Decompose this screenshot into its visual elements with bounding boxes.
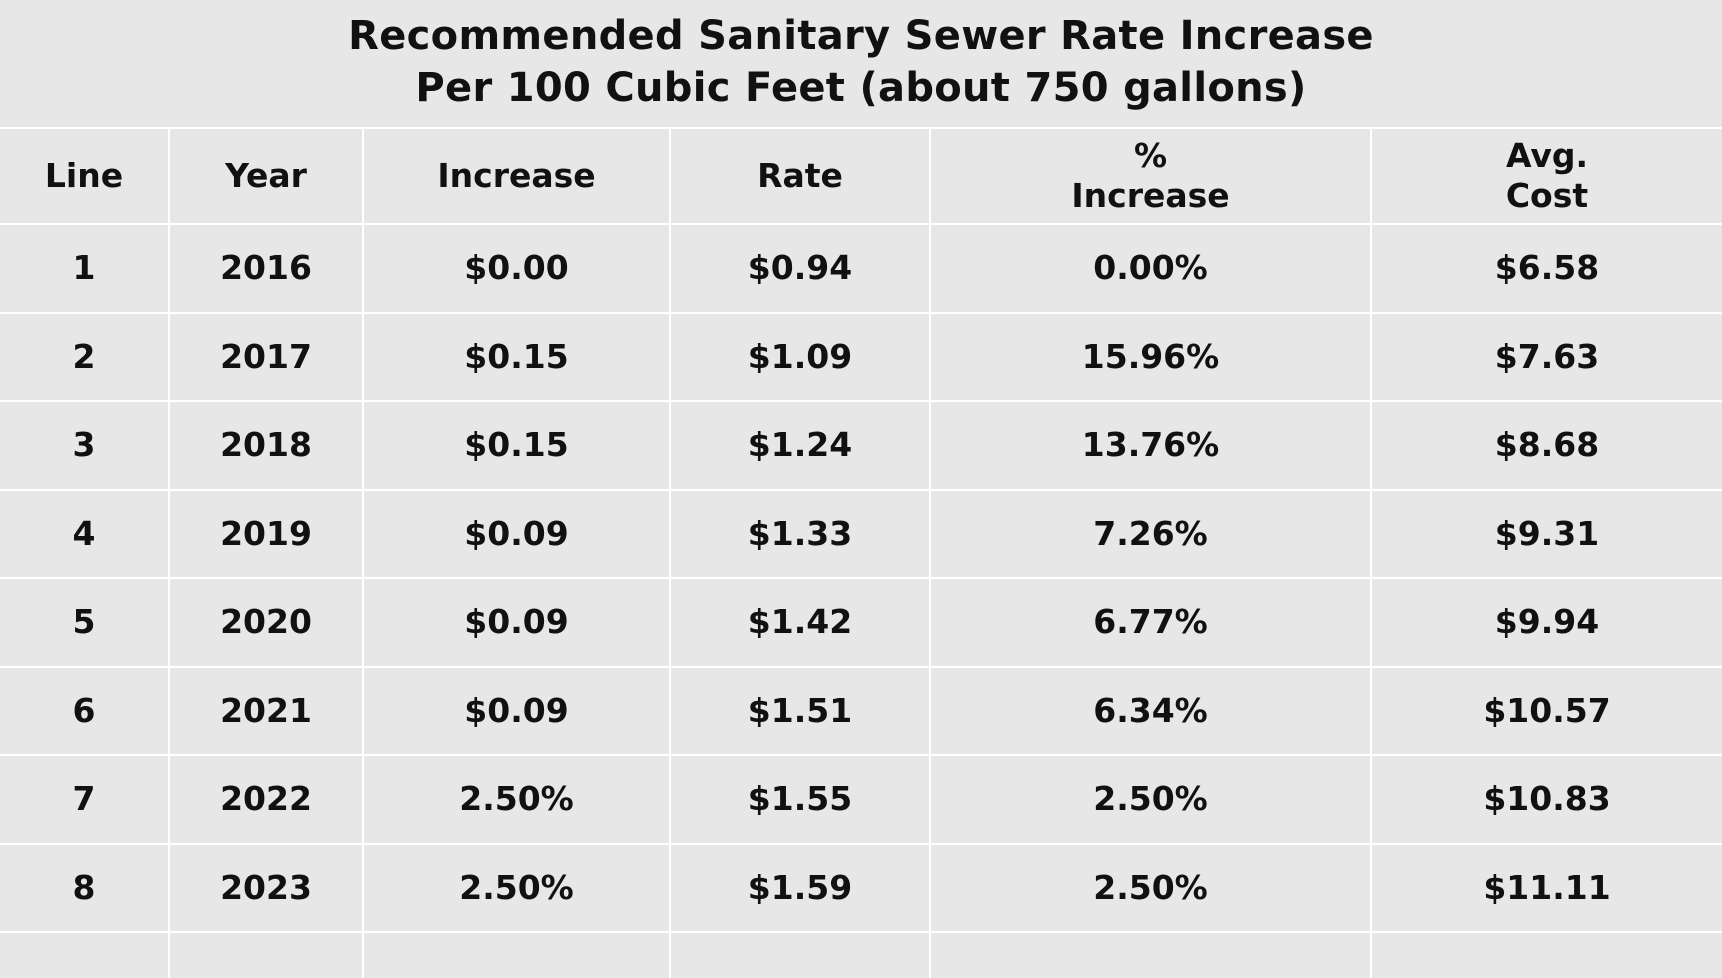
- header-pct-increase-top: %: [1133, 136, 1168, 175]
- cell-pct-increase: 6.34%: [931, 667, 1372, 754]
- cell-empty: [1372, 933, 1722, 978]
- header-increase-label: Increase: [437, 156, 596, 195]
- table-row-empty: [0, 931, 1722, 978]
- cell-year: 2019: [170, 490, 364, 577]
- header-avg-cost: Avg. Cost: [1372, 129, 1722, 223]
- header-avg-cost-bottom: Cost: [1505, 176, 1589, 215]
- cell-line: 8: [0, 844, 170, 931]
- table-header-row: Line Year Increase Rate % Increase Avg. …: [0, 127, 1722, 223]
- cell-increase: $0.09: [364, 579, 671, 666]
- header-year-label: Year: [225, 156, 307, 195]
- header-pct-increase: % Increase: [931, 129, 1372, 223]
- cell-line: 7: [0, 756, 170, 843]
- header-avg-cost-top: Avg.: [1505, 136, 1589, 175]
- cell-pct-increase: 13.76%: [931, 402, 1372, 489]
- header-line-label: Line: [44, 156, 124, 195]
- cell-year: 2017: [170, 313, 364, 400]
- cell-empty: [0, 933, 170, 978]
- cell-empty: [671, 933, 931, 978]
- cell-rate: $0.94: [671, 225, 931, 312]
- cell-increase: $0.09: [364, 490, 671, 577]
- table-row: 3 2018 $0.15 $1.24 13.76% $8.68: [0, 400, 1722, 489]
- cell-pct-increase: 6.77%: [931, 579, 1372, 666]
- table-row: 1 2016 $0.00 $0.94 0.00% $6.58: [0, 223, 1722, 312]
- cell-rate: $1.59: [671, 844, 931, 931]
- cell-line: 5: [0, 579, 170, 666]
- header-pct-increase-bottom: Increase: [1071, 176, 1230, 215]
- cell-rate: $1.42: [671, 579, 931, 666]
- slide-title: Recommended Sanitary Sewer Rate Increase…: [0, 10, 1722, 114]
- cell-year: 2022: [170, 756, 364, 843]
- cell-year: 2023: [170, 844, 364, 931]
- cell-avg-cost: $9.94: [1494, 602, 1600, 642]
- table-row: 6 2021 $0.09 $1.51 6.34% $10.57: [0, 665, 1722, 754]
- cell-line: 1: [0, 225, 170, 312]
- cell-empty: [364, 933, 671, 978]
- table-row: 2 2017 $0.15 $1.09 15.96% $7.63: [0, 311, 1722, 400]
- cell-year: 2020: [170, 579, 364, 666]
- header-rate: Rate: [671, 129, 931, 223]
- cell-empty: [170, 933, 364, 978]
- cell-avg-cost: $11.11: [1483, 867, 1611, 907]
- cell-year: 2016: [170, 225, 364, 312]
- cell-rate: $1.51: [671, 667, 931, 754]
- cell-increase: 2.50%: [364, 844, 671, 931]
- cell-increase: $0.00: [364, 225, 671, 312]
- cell-increase: 2.50%: [364, 756, 671, 843]
- cell-avg-cost: $10.83: [1483, 779, 1611, 819]
- cell-year: 2021: [170, 667, 364, 754]
- header-year: Year: [170, 129, 364, 223]
- cell-rate: $1.24: [671, 402, 931, 489]
- cell-pct-increase: 0.00%: [931, 225, 1372, 312]
- cell-avg-cost: $7.63: [1494, 336, 1600, 376]
- header-increase: Increase: [364, 129, 671, 223]
- rate-table: Line Year Increase Rate % Increase Avg. …: [0, 127, 1722, 978]
- cell-line: 6: [0, 667, 170, 754]
- title-line-2: Per 100 Cubic Feet (about 750 gallons): [415, 65, 1307, 111]
- cell-increase: $0.09: [364, 667, 671, 754]
- header-rate-label: Rate: [757, 156, 843, 195]
- cell-rate: $1.55: [671, 756, 931, 843]
- cell-increase: $0.15: [364, 402, 671, 489]
- cell-pct-increase: 2.50%: [931, 756, 1372, 843]
- cell-empty: [931, 933, 1372, 978]
- cell-avg-cost: $10.57: [1483, 690, 1611, 730]
- cell-avg-cost: $9.31: [1494, 513, 1600, 553]
- cell-rate: $1.33: [671, 490, 931, 577]
- cell-increase: $0.15: [364, 313, 671, 400]
- cell-line: 3: [0, 402, 170, 489]
- title-line-1: Recommended Sanitary Sewer Rate Increase: [348, 13, 1374, 59]
- table-row: 8 2023 2.50% $1.59 2.50% $11.11: [0, 842, 1722, 931]
- table-row: 7 2022 2.50% $1.55 2.50% $10.83: [0, 754, 1722, 843]
- cell-pct-increase: 7.26%: [931, 490, 1372, 577]
- cell-pct-increase: 2.50%: [931, 844, 1372, 931]
- table-row: 4 2019 $0.09 $1.33 7.26% $9.31: [0, 488, 1722, 577]
- cell-rate: $1.09: [671, 313, 931, 400]
- cell-line: 2: [0, 313, 170, 400]
- table-row: 5 2020 $0.09 $1.42 6.77% $9.94: [0, 577, 1722, 666]
- cell-line: 4: [0, 490, 170, 577]
- header-line: Line: [0, 129, 170, 223]
- cell-avg-cost: $8.68: [1494, 425, 1600, 465]
- cell-year: 2018: [170, 402, 364, 489]
- cell-avg-cost: $6.58: [1494, 248, 1600, 288]
- cell-pct-increase: 15.96%: [931, 313, 1372, 400]
